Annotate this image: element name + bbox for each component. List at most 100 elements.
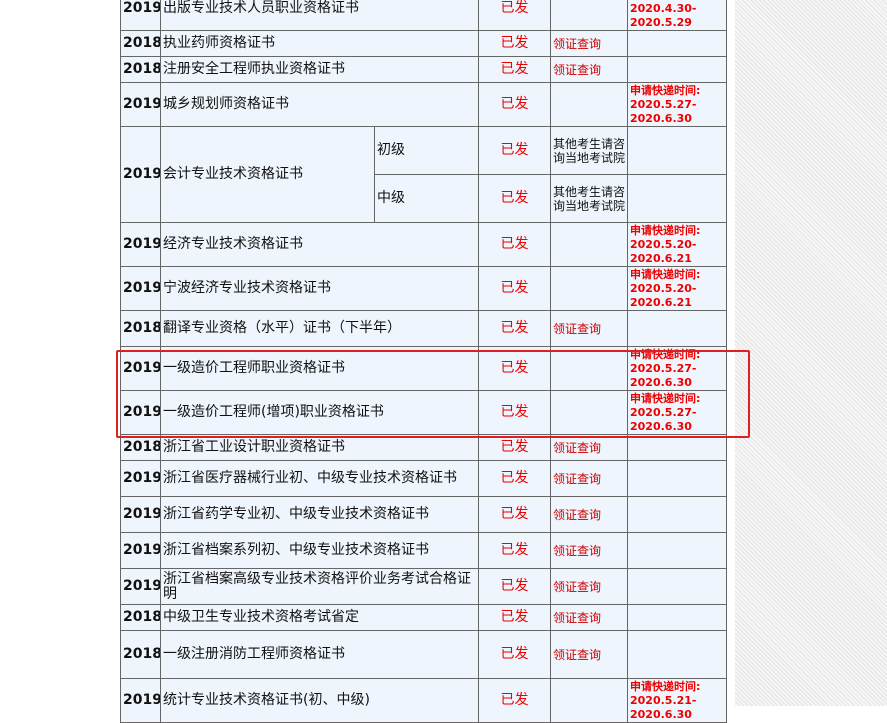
certificate-name: 一级注册消防工程师资格证书 <box>160 630 479 679</box>
note <box>627 30 727 57</box>
note-line: 2020.6.30 <box>630 375 692 389</box>
action <box>550 346 628 391</box>
query-link[interactable]: 领证查询 <box>553 321 602 336</box>
note: 申请快递时间: 2020.5.20- 2020.6.21 <box>627 266 727 311</box>
table-row: 2019 浙江省档案高级专业技术资格评价业务考试合格证明 已发 领证查询 <box>120 568 727 605</box>
table-row: 2019 浙江省医疗器械行业初、中级专业技术资格证书 已发 领证查询 <box>120 460 727 497</box>
table-row: 2018 中级卫生专业技术资格考试省定 已发 领证查询 <box>120 604 727 631</box>
status: 已发 <box>478 30 551 57</box>
table-row: 2018 执业药师资格证书 已发 领证查询 <box>120 30 727 57</box>
table-row: 2018 一级注册消防工程师资格证书 已发 领证查询 <box>120 630 727 679</box>
table-row: 2019 城乡规划师资格证书 已发 申请快递时间: 2020.5.27- 2020.6.3… <box>120 82 727 127</box>
query-link[interactable]: 领证查询 <box>553 62 602 77</box>
query-link[interactable]: 领证查询 <box>553 579 602 594</box>
note-line: 2020.5.21- <box>630 693 697 707</box>
year: 2019 <box>120 678 161 723</box>
certificate-name: 浙江省医疗器械行业初、中级专业技术资格证书 <box>160 460 479 497</box>
note-line: 2020.4.30- <box>630 1 697 15</box>
note: 申请快递时间: 2020.5.27- 2020.6.30 <box>627 82 727 127</box>
action: 领证查询 <box>550 56 628 83</box>
action: 领证查询 <box>550 30 628 57</box>
action-note: 其他考生请咨询当地考试院 <box>550 174 628 223</box>
note-line: 2020.5.20- <box>630 237 697 251</box>
certificate-name: 宁波经济专业技术资格证书 <box>160 266 479 311</box>
note: 申请快递时间: 2020.5.27- 2020.6.30 <box>627 346 727 391</box>
level: 中级 <box>374 174 479 223</box>
status: 已发 <box>478 434 551 461</box>
query-link[interactable]: 领证查询 <box>553 543 602 558</box>
note <box>627 310 727 347</box>
table-row: 中级 已发 其他考生请咨询当地考试院 <box>121 174 727 223</box>
table-row: 2019 统计专业技术资格证书(初、中级) 已发 申请快递时间: 2020.5.21- 2… <box>120 678 727 723</box>
note-line: 2020.6.30 <box>630 419 692 433</box>
query-link[interactable]: 领证查询 <box>553 36 602 51</box>
note-line: 2020.6.30 <box>630 707 692 721</box>
certificate-name: 浙江省工业设计职业资格证书 <box>160 434 479 461</box>
note-line: 2020.5.29 <box>630 15 692 29</box>
note-line: 2020.5.27- <box>630 405 697 419</box>
note: 申请快递时间: 2020.5.20- 2020.6.21 <box>627 222 727 267</box>
status: 已发 <box>478 346 551 391</box>
page: 2019出版专业技术人员职业资格证书已发申请快递时间:2020.4.30-202… <box>116 0 887 723</box>
note-line: 2020.6.21 <box>630 251 692 265</box>
table-row: 2019 会计专业技术资格证书 初级 已发 其他考生请咨询当地考试院 <box>120 126 727 223</box>
note <box>627 630 727 679</box>
certificate-name: 浙江省药学专业初、中级专业技术资格证书 <box>160 496 479 533</box>
status: 已发 <box>478 174 551 223</box>
certificate-name: 注册安全工程师执业资格证书 <box>160 56 479 83</box>
highlight-box <box>116 350 750 438</box>
status: 已发 <box>478 630 551 679</box>
year: 2019 <box>120 266 161 311</box>
note <box>627 496 727 533</box>
status: 已发 <box>478 310 551 347</box>
year: 2018 <box>120 310 161 347</box>
certificate-name: 一级造价工程师(增项)职业资格证书 <box>160 390 479 435</box>
year: 2019 <box>120 82 161 127</box>
note <box>627 126 727 175</box>
certificate-name: 翻译专业资格（水平）证书（下半年） <box>160 310 479 347</box>
query-link[interactable]: 领证查询 <box>553 610 602 625</box>
action: 领证查询 <box>550 434 628 461</box>
certificate-name: 浙江省档案系列初、中级专业技术资格证书 <box>160 532 479 569</box>
query-link[interactable]: 领证查询 <box>553 647 602 662</box>
certificate-name: 出版专业技术人员职业资格证书 <box>160 0 479 31</box>
table-row: 2019 一级造价工程师职业资格证书 已发 申请快递时间: 2020.5.27- 2020… <box>120 346 727 391</box>
year: 2018 <box>120 604 161 631</box>
table-row: 2019 一级造价工程师(增项)职业资格证书 已发 申请快递时间: 2020.5.27-… <box>120 390 727 435</box>
note-line: 申请快递时间: <box>630 0 724 2</box>
query-link[interactable]: 领证查询 <box>553 507 602 522</box>
table-row: 2019 宁波经济专业技术资格证书 已发 申请快递时间: 2020.5.20- 2020.… <box>120 266 727 311</box>
action <box>550 678 628 723</box>
certificate-name: 一级造价工程师职业资格证书 <box>160 346 479 391</box>
certificate-table: 2019出版专业技术人员职业资格证书已发申请快递时间:2020.4.30-202… <box>120 0 727 723</box>
query-link[interactable]: 领证查询 <box>553 440 602 455</box>
status: 已发 <box>478 266 551 311</box>
note: 申请快递时间: 2020.5.21- 2020.6.30 <box>627 678 727 723</box>
status: 已发 <box>478 56 551 83</box>
year: 2019 <box>120 0 161 31</box>
action: 领证查询 <box>550 604 628 631</box>
year: 2018 <box>120 630 161 679</box>
status: 已发 <box>478 532 551 569</box>
year: 2019 <box>120 126 161 223</box>
year: 2018 <box>120 434 161 461</box>
status: 已发 <box>478 568 551 605</box>
note <box>627 604 727 631</box>
note-line: 申请快递时间: <box>630 267 701 281</box>
table-row: 2019 浙江省档案系列初、中级专业技术资格证书 已发 领证查询 <box>120 532 727 569</box>
background-pattern <box>735 0 887 706</box>
status: 已发 <box>478 0 551 31</box>
level: 初级 <box>374 126 479 175</box>
certificate-name: 会计专业技术资格证书 <box>160 126 375 223</box>
action <box>550 0 628 31</box>
note <box>627 532 727 569</box>
query-link[interactable]: 领证查询 <box>553 471 602 486</box>
status: 已发 <box>478 678 551 723</box>
note-line: 申请快递时间: <box>630 679 701 693</box>
action: 领证查询 <box>550 532 628 569</box>
table-row: 2018 翻译专业资格（水平）证书（下半年） 已发 领证查询 <box>120 310 727 347</box>
year: 2018 <box>120 30 161 57</box>
note <box>627 434 727 461</box>
note-line: 2020.5.27- <box>630 97 697 111</box>
